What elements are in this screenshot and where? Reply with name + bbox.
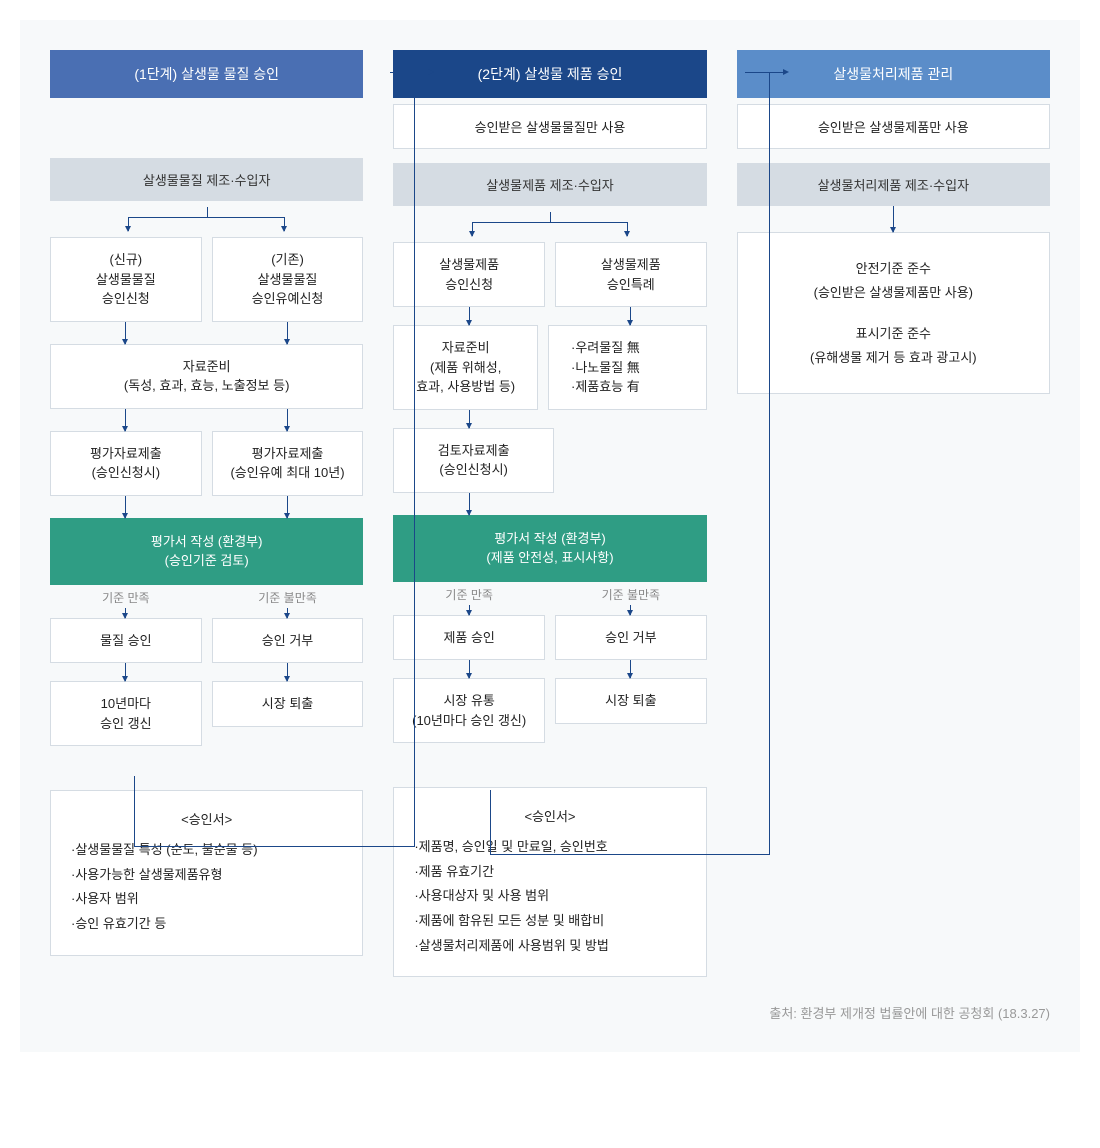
cert-item: ·제품 유효기간: [414, 860, 685, 885]
special-conditions-box: ·우려물질 無·나노물질 無·제품효능 有: [548, 325, 707, 410]
stage2-certificate: <승인서> ·제품명, 승인일 및 만료일, 승인번호 ·제품 유효기간 ·사용…: [393, 787, 706, 977]
submit-new-box: 평가자료제출(승인신청시): [50, 431, 202, 496]
connector: [125, 496, 126, 518]
cert-item: ·살생물물질 특성 (순도, 불순물 등): [71, 838, 342, 863]
route-connector: [490, 790, 491, 854]
arrowhead-icon: [428, 69, 434, 75]
stage1-decision: 기준 만족 물질 승인 10년마다승인 갱신 기준 불만족 승인 거부 시장 퇴…: [50, 585, 363, 747]
satisfy-label: 기준 만족: [393, 582, 545, 605]
route-connector: [134, 846, 414, 847]
approve-box: 물질 승인: [50, 618, 202, 664]
cert-title: <승인서>: [71, 809, 342, 828]
columns: (1단계) 살생물 물질 승인 살생물물질 제조·수입자 (신규)살생물물질승인…: [50, 50, 1050, 977]
source-text: 출처: 환경부 제개정 법률안에 대한 공청회 (18.3.27): [50, 1003, 1050, 1022]
exit-box: 시장 퇴출: [212, 681, 364, 727]
satisfy-label: 기준 만족: [50, 585, 202, 608]
column-stage2: (2단계) 살생물 제품 승인 승인받은 살생물물질만 사용 살생물제품 제조·…: [393, 50, 706, 977]
cert-list: ·살생물물질 특성 (순도, 불순물 등) ·사용가능한 살생물제품유형 ·사용…: [71, 838, 342, 937]
stage1-subheader: 살생물물질 제조·수입자: [50, 158, 363, 201]
stage2-applications: 살생물제품승인신청 살생물제품승인특례: [393, 242, 706, 307]
market-box: 시장 유통(10년마다 승인 갱신): [393, 678, 545, 743]
renew-box: 10년마다승인 갱신: [50, 681, 202, 746]
flowchart-container: (1단계) 살생물 물질 승인 살생물물질 제조·수입자 (신규)살생물물질승인…: [20, 20, 1080, 1052]
column-stage1: (1단계) 살생물 물질 승인 살생물물질 제조·수입자 (신규)살생물물질승인…: [50, 50, 363, 956]
compliance-line: 안전기준 준수: [752, 259, 1035, 279]
route-connector: [414, 72, 415, 847]
cert-title: <승인서>: [414, 806, 685, 825]
stage2-submit-row: 검토자료제출(승인신청시): [393, 428, 706, 493]
cross-connector: [390, 72, 430, 73]
cert-item: ·사용가능한 살생물제품유형: [71, 863, 342, 888]
connector: [630, 605, 631, 615]
stage2-eval-box: 평가서 작성 (환경부)(제품 안전성, 표시사항): [393, 515, 706, 582]
fork-connector: [393, 212, 706, 242]
cert-item: ·제품명, 승인일 및 만료일, 승인번호: [414, 835, 685, 860]
product-special-box: 살생물제품승인특례: [555, 242, 707, 307]
compliance-line: 표시기준 준수: [752, 324, 1035, 344]
stage2-prep-row: 자료준비(제품 위해성,효과, 사용방법 등) ·우려물질 無·나노물질 無·제…: [393, 325, 706, 410]
connector: [630, 307, 631, 325]
connector: [287, 496, 288, 518]
connector: [469, 493, 470, 515]
connector: [287, 409, 288, 431]
column-stage3: 살생물처리제품 관리 승인받은 살생물제품만 사용 살생물처리제품 제조·수입자…: [737, 50, 1050, 394]
cert-item: ·살생물처리제품에 사용범위 및 방법: [414, 934, 685, 959]
compliance-line: (유해생물 제거 등 효과 광고시): [752, 348, 1035, 368]
connector: [125, 322, 126, 344]
connector: [893, 206, 894, 232]
connector: [469, 660, 470, 678]
unsatisfy-label: 기준 불만족: [555, 582, 707, 605]
connector: [287, 663, 288, 681]
new-application-box: (신규)살생물물질승인신청: [50, 237, 202, 322]
cross-connector: [745, 72, 785, 73]
stage2-header: (2단계) 살생물 제품 승인: [393, 50, 706, 98]
arrowhead-icon: [783, 69, 789, 75]
connector: [469, 307, 470, 325]
route-connector: [769, 72, 770, 855]
connector: [287, 608, 288, 618]
connector: [630, 660, 631, 678]
connector: [469, 605, 470, 615]
existing-application-box: (기존)살생물물질승인유예신청: [212, 237, 364, 322]
unsatisfy-label: 기준 불만족: [212, 585, 364, 608]
stage1-certificate: <승인서> ·살생물물질 특성 (순도, 불순물 등) ·사용가능한 살생물제품…: [50, 790, 363, 956]
compliance-line: (승인받은 살생물제품만 사용): [752, 283, 1035, 303]
compliance-box: 안전기준 준수 (승인받은 살생물제품만 사용) 표시기준 준수 (유해생물 제…: [737, 232, 1050, 394]
product-reject-box: 승인 거부: [555, 615, 707, 661]
fork-connector: [50, 207, 363, 237]
stage1-header: (1단계) 살생물 물질 승인: [50, 50, 363, 98]
stage2-decision: 기준 만족 제품 승인 시장 유통(10년마다 승인 갱신) 기준 불만족 승인…: [393, 582, 706, 744]
product-exit-box: 시장 퇴출: [555, 678, 707, 724]
stage3-info: 승인받은 살생물제품만 사용: [737, 104, 1050, 149]
cert-item: ·제품에 함유된 모든 성분 및 배합비: [414, 909, 685, 934]
cert-item: ·사용대상자 및 사용 범위: [414, 884, 685, 909]
stage2-info: 승인받은 살생물물질만 사용: [393, 104, 706, 149]
stage2-subheader: 살생물제품 제조·수입자: [393, 163, 706, 206]
connector: [125, 608, 126, 618]
submit-existing-box: 평가자료제출(승인유예 최대 10년): [212, 431, 364, 496]
connector: [125, 663, 126, 681]
cert-item: ·사용자 범위: [71, 887, 342, 912]
stage1-submit-row: 평가자료제출(승인신청시) 평가자료제출(승인유예 최대 10년): [50, 431, 363, 496]
stage1-eval-box: 평가서 작성 (환경부)(승인기준 검토): [50, 518, 363, 585]
cert-item: ·승인 유효기간 등: [71, 912, 342, 937]
stage1-prep-box: 자료준비(독성, 효과, 효능, 노출정보 등): [50, 344, 363, 409]
connector: [287, 322, 288, 344]
product-prep-box: 자료준비(제품 위해성,효과, 사용방법 등): [393, 325, 538, 410]
stage1-applications: (신규)살생물물질승인신청 (기존)살생물물질승인유예신청: [50, 237, 363, 322]
product-approve-box: 제품 승인: [393, 615, 545, 661]
route-connector: [490, 854, 769, 855]
reject-box: 승인 거부: [212, 618, 364, 664]
route-connector: [134, 776, 135, 846]
connector: [125, 409, 126, 431]
review-submit-box: 검토자료제출(승인신청시): [393, 428, 554, 493]
connector: [469, 410, 470, 428]
stage3-subheader: 살생물처리제품 제조·수입자: [737, 163, 1050, 206]
product-app-box: 살생물제품승인신청: [393, 242, 545, 307]
